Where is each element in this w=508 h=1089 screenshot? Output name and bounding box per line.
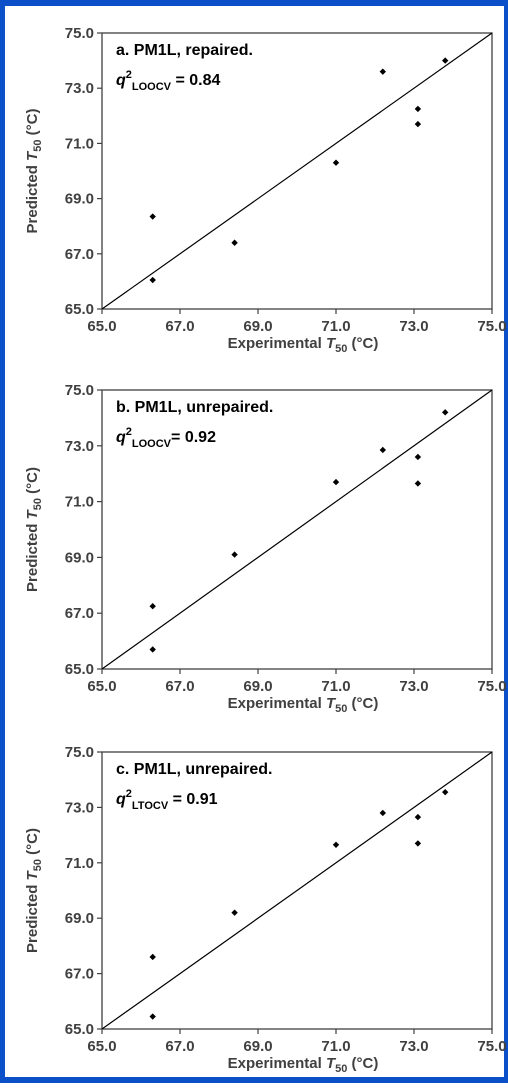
panel-title: b. PM1L, unrepaired. — [116, 399, 273, 416]
y-axis-label: Predicted T50 (°C) — [24, 109, 44, 234]
plot-area-frame — [101, 389, 493, 670]
q2-annotation: q2LOOCV = 0.84 — [116, 69, 221, 93]
x-tick-label: 67.0 — [165, 1038, 194, 1055]
identity-line — [101, 751, 493, 1030]
x-tick-label: 75.0 — [477, 678, 506, 695]
y-axis-label: Predicted T50 (°C) — [24, 828, 44, 953]
y-axis-label: Predicted T50 (°C) — [24, 467, 44, 592]
chart-panel-a: 65.0 67.0 69.0 71.0 73.0 75.0 65.0 67.0 69.0 71.0… — [24, 25, 507, 355]
identity-line — [101, 389, 493, 670]
data-point — [231, 551, 238, 558]
y-tick-label: 75.0 — [65, 744, 94, 761]
x-tick-label: 71.0 — [321, 1038, 350, 1055]
x-tick-label: 73.0 — [399, 1038, 428, 1055]
chart-panel-b: 65.0 67.0 69.0 71.0 73.0 75.0 65.0 67.0 69.0 71.0… — [24, 382, 507, 715]
y-tick-label: 73.0 — [65, 799, 94, 816]
y-tick-label: 69.0 — [65, 910, 94, 927]
panel-title: c. PM1L, unrepaired. — [116, 761, 272, 778]
data-point — [379, 68, 386, 75]
x-tick-label: 71.0 — [321, 678, 350, 695]
data-point — [414, 813, 422, 821]
data-point — [149, 276, 156, 284]
y-tick-label: 71.0 — [65, 135, 94, 152]
y-tick-label: 69.0 — [65, 549, 94, 566]
y-tick-label: 71.0 — [65, 494, 94, 511]
x-tick-label: 67.0 — [165, 678, 194, 695]
identity-line — [101, 32, 493, 310]
y-tick-label: 65.0 — [65, 661, 94, 678]
data-point — [332, 159, 340, 166]
x-tick-label: 65.0 — [87, 1038, 116, 1055]
x-tick-label: 73.0 — [399, 318, 428, 335]
data-point — [414, 105, 422, 113]
data-point — [149, 603, 156, 610]
data-point — [414, 840, 422, 847]
data-point — [332, 478, 340, 486]
x-tick-label: 65.0 — [87, 678, 116, 695]
x-axis-label: Experimental T50 (°C) — [228, 695, 379, 715]
y-tick-label: 65.0 — [65, 301, 94, 318]
data-point — [442, 57, 449, 64]
y-tick-label: 73.0 — [65, 80, 94, 97]
data-point — [442, 409, 449, 416]
x-tick-label: 73.0 — [399, 678, 428, 695]
chart-canvas: 65.0 67.0 69.0 71.0 73.0 75.0 65.0 67.0 69.0 71.0… — [24, 25, 507, 1075]
x-tick-label: 75.0 — [477, 1038, 506, 1055]
x-tick-label: 67.0 — [165, 318, 194, 335]
data-point — [149, 953, 156, 961]
data-point — [332, 841, 340, 848]
x-tick-label: 71.0 — [321, 318, 350, 335]
data-point — [231, 239, 238, 246]
y-tick-label: 75.0 — [65, 25, 94, 42]
panel-title: a. PM1L, repaired. — [116, 42, 253, 59]
chart-panel-c: 65.0 67.0 69.0 71.0 73.0 75.0 65.0 67.0 69.0 71.0… — [24, 744, 507, 1075]
data-point — [414, 480, 422, 487]
data-point — [149, 213, 156, 220]
plot-area-frame — [101, 32, 493, 310]
data-point — [149, 646, 156, 653]
plot-area-frame — [101, 751, 493, 1030]
x-tick-label: 69.0 — [243, 678, 272, 695]
q2-annotation: q2LTOCV = 0.91 — [116, 788, 218, 812]
data-point — [149, 1013, 156, 1020]
x-axis-label: Experimental T50 (°C) — [228, 1055, 379, 1075]
x-tick-label: 69.0 — [243, 318, 272, 335]
y-tick-label: 67.0 — [65, 246, 94, 263]
data-point — [442, 788, 449, 796]
data-point — [414, 120, 422, 128]
data-point — [379, 809, 386, 817]
y-tick-label: 71.0 — [65, 855, 94, 872]
y-tick-label: 65.0 — [65, 1021, 94, 1038]
data-point — [414, 453, 422, 461]
data-point — [379, 446, 386, 454]
data-point — [231, 909, 238, 916]
q2-annotation: q2LOOCV= 0.92 — [116, 426, 216, 450]
x-axis-label: Experimental T50 (°C) — [228, 335, 379, 355]
x-tick-label: 69.0 — [243, 1038, 272, 1055]
y-tick-label: 67.0 — [65, 966, 94, 983]
y-tick-label: 75.0 — [65, 382, 94, 399]
y-tick-label: 73.0 — [65, 438, 94, 455]
x-tick-label: 65.0 — [87, 318, 116, 335]
x-tick-label: 75.0 — [477, 318, 506, 335]
y-tick-label: 69.0 — [65, 191, 94, 208]
y-tick-label: 67.0 — [65, 605, 94, 622]
